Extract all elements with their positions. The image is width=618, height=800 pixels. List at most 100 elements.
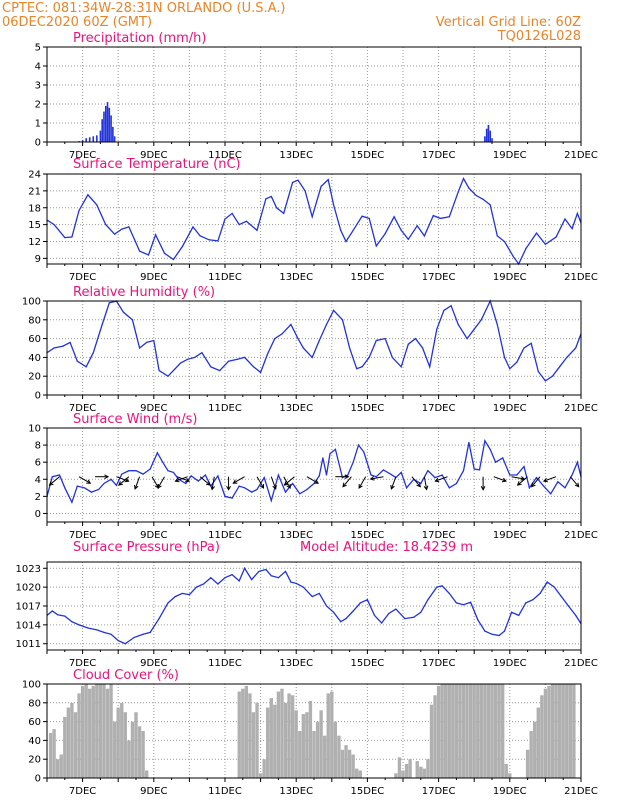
ytick-label: 1014 (16, 620, 41, 631)
panel-title-humidity: Relative Humidity (%) (73, 285, 215, 300)
data-point (516, 361, 518, 363)
bar-mark (529, 731, 533, 778)
xtick-label: 13DEC (279, 150, 313, 161)
wind-arrow (270, 476, 277, 490)
data-point (217, 240, 219, 242)
header-run-time: 06DEC2020 60Z (GMT) (2, 15, 152, 30)
data-point (156, 452, 158, 454)
data-point (58, 474, 61, 476)
wind-arrow (284, 476, 295, 486)
xtick-label: 15DEC (351, 272, 385, 283)
xtick-label: 17DEC (422, 403, 456, 414)
data-point (332, 309, 335, 311)
data-point (345, 240, 347, 243)
wind-arrow-head (369, 476, 375, 481)
data-point (537, 370, 539, 373)
wind-arrow-head (501, 477, 507, 483)
panel-precipitation: Precipitation (mm/h) 0 1 2 3 4 5 7DEC 9DEC 11DEC 1… (35, 31, 598, 161)
xtick-label: 17DEC (422, 658, 456, 669)
data-point (243, 567, 246, 569)
data-point (256, 488, 258, 491)
wind-arrow-head (434, 477, 440, 483)
xtick-label: 21DEC (564, 786, 598, 797)
data-point (71, 621, 73, 623)
data-point (332, 611, 335, 613)
ytick-label: 0 (35, 138, 41, 149)
data-point (544, 243, 547, 245)
data-point (325, 323, 328, 326)
xtick-label: 21DEC (564, 272, 598, 283)
ytick-label: 1023 (16, 564, 41, 575)
bar-mark (48, 732, 53, 778)
data-point (245, 220, 247, 222)
bar-mark (358, 770, 362, 778)
bar-mark (347, 749, 352, 778)
data-point (518, 614, 520, 617)
bar-mark (485, 128, 488, 142)
data-point (448, 216, 450, 218)
bar-mark (415, 761, 419, 778)
bar-mark (77, 693, 81, 778)
data-point (503, 630, 506, 632)
data-point (439, 217, 441, 220)
data-point (457, 191, 459, 193)
data-point (133, 636, 135, 639)
data-point (509, 368, 511, 370)
data-point (114, 233, 116, 235)
wind-arrow-head (118, 481, 123, 486)
bar-mark (484, 136, 486, 142)
wind-arrow-head (48, 481, 54, 486)
data-point (544, 380, 547, 382)
data-point (302, 347, 304, 349)
data-point (96, 629, 98, 631)
bar-mark (489, 130, 492, 142)
data-point (413, 616, 415, 618)
bar-mark (540, 695, 544, 778)
data-point (92, 352, 94, 354)
bar-mark (340, 749, 345, 778)
bar-mark (419, 766, 423, 778)
data-point (224, 577, 226, 579)
data-point (103, 482, 105, 485)
bar-mark (106, 102, 109, 142)
wind-arrow-head (283, 481, 289, 486)
data-point (571, 227, 573, 230)
bar-mark (550, 684, 555, 778)
data-point (340, 621, 342, 623)
xtick-label: 15DEC (351, 786, 385, 797)
data-point (162, 461, 164, 463)
data-point (128, 226, 130, 228)
xtick-label: 9DEC (140, 150, 167, 161)
data-point (530, 342, 532, 344)
xtick-label: 17DEC (422, 786, 456, 797)
data-point (416, 225, 418, 227)
bar-mark (269, 698, 273, 778)
bar-mark (308, 700, 313, 778)
ytick-label: 10 (28, 424, 41, 435)
data-point (121, 473, 123, 475)
bar-mark (237, 691, 241, 778)
wind-arrow (493, 476, 507, 482)
ytick-label: 4 (35, 62, 41, 73)
data-point (489, 204, 491, 206)
ytick-label: 1020 (16, 583, 41, 594)
bar-mark (487, 124, 490, 142)
wind-arrow (134, 476, 141, 490)
wind-arrow (151, 476, 159, 489)
panel-cloud-cover: Cloud Cover (%) 0 20 40 60 80 100 7DEC 9DEC 11DEC… (22, 668, 598, 797)
bar-mark (554, 684, 558, 778)
data-point (304, 190, 306, 192)
xtick-label: 7DEC (69, 658, 96, 669)
bar-mark (294, 710, 298, 778)
data-point (436, 586, 438, 588)
data-point (108, 302, 110, 304)
data-point (332, 204, 335, 206)
xtick-label: 15DEC (351, 658, 385, 669)
data-point (555, 236, 557, 238)
wind-arrow (358, 476, 367, 489)
header-station: CPTEC: 081:34W-28:31N ORLANDO (U.S.A.) (2, 1, 286, 16)
xtick-label: 21DEC (564, 530, 598, 541)
data-point (576, 212, 579, 214)
data-point (557, 481, 559, 483)
bar-mark (436, 685, 441, 778)
